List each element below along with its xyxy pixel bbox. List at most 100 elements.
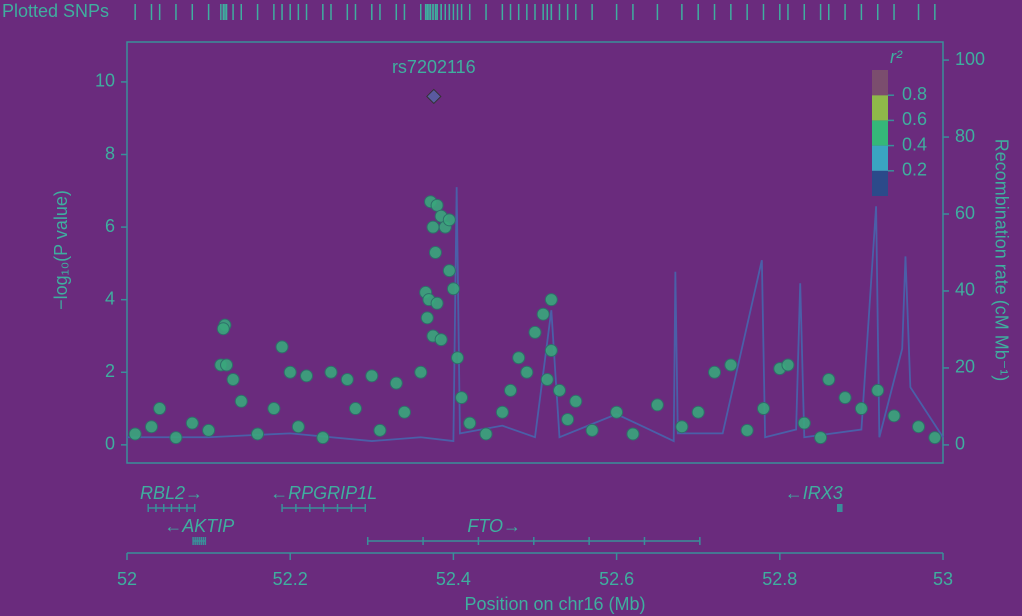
lead-snp (426, 88, 442, 105)
x-tick-label: 52.6 (599, 569, 634, 589)
snp-point (708, 365, 722, 379)
snp-point (226, 373, 240, 387)
colorbar-tick-label: 0.6 (902, 109, 927, 129)
plot-frame (126, 41, 944, 464)
snp-point (251, 427, 265, 441)
lead-snp-label: rs7202116 (392, 57, 476, 77)
snp-point (275, 340, 289, 354)
y-tick-label: 8 (105, 143, 115, 163)
y-tick-label: 0 (105, 434, 115, 454)
snp-point (428, 246, 442, 259)
snp-point (626, 427, 640, 441)
snp-point (414, 365, 428, 379)
snp-point (585, 423, 599, 437)
snp-point (463, 416, 477, 430)
colorbar-bin (872, 95, 888, 121)
snp-point (442, 264, 456, 278)
snp-point (373, 423, 387, 437)
snp-point (814, 431, 828, 445)
x-tick-label: 52 (117, 569, 137, 589)
snp-point (528, 325, 542, 339)
snp-point (520, 365, 534, 379)
snp-point (887, 409, 901, 423)
snp-point (928, 431, 942, 445)
snp-point (504, 383, 518, 397)
snp-point (426, 220, 440, 234)
snp-point (675, 420, 689, 434)
colorbar-tick-label: 0.8 (902, 84, 927, 104)
y2-tick-label: 100 (955, 49, 985, 69)
y2-tick-label: 20 (955, 357, 975, 377)
snp-point (434, 333, 448, 347)
snp-point (569, 394, 583, 408)
snp-point (495, 405, 509, 419)
snp-point (871, 383, 885, 397)
gene-label: ←IRX3 (785, 483, 843, 503)
snp-point (552, 383, 566, 397)
rug-label: Plotted SNPs (2, 1, 109, 21)
y2-tick-label: 80 (955, 126, 975, 146)
y-tick-label: 2 (105, 361, 115, 381)
snp-point (455, 391, 469, 405)
snp-point (740, 423, 754, 437)
snp-point (153, 402, 167, 416)
snp-point (365, 369, 379, 383)
snp-point (797, 416, 811, 430)
x-tick-label: 52.8 (762, 569, 797, 589)
colorbar-tick-label: 0.2 (902, 160, 927, 180)
snp-point (450, 351, 464, 365)
gene-label: FTO→ (467, 516, 521, 536)
snp-point (283, 365, 297, 379)
y2-tick-label: 0 (955, 434, 965, 454)
snp-point (446, 282, 460, 296)
gene-label: ←AKTIP (164, 516, 234, 536)
snp-point (316, 431, 330, 445)
snp-point (324, 365, 338, 379)
y-axis-label: −log₁₀(P value) (51, 190, 71, 310)
snp-point (397, 405, 411, 419)
snp-point (544, 293, 558, 307)
recombination-line (127, 187, 944, 443)
colorbar-bin (872, 170, 888, 196)
snp-point (300, 369, 314, 383)
y-tick-label: 4 (105, 288, 115, 308)
y2-tick-label: 40 (955, 280, 975, 300)
snp-point (234, 394, 248, 408)
snp-point (144, 420, 158, 434)
colorbar-bin (872, 120, 888, 146)
colorbar-tick-label: 0.4 (902, 134, 927, 154)
snp-point (540, 373, 554, 387)
snp-point (756, 402, 770, 416)
x-tick-label: 52.2 (273, 569, 308, 589)
snp-point (724, 358, 738, 372)
snp-point (340, 373, 354, 387)
snp-point (544, 343, 558, 357)
snp-point (854, 402, 868, 416)
gene-label: ←RPGRIP1L (270, 483, 377, 503)
snp-point (216, 322, 230, 336)
y-tick-label: 10 (95, 71, 115, 91)
snp-point (220, 358, 234, 372)
snp-point (912, 420, 926, 434)
x-axis-label: Position on chr16 (Mb) (464, 594, 645, 614)
snp-point (838, 391, 852, 405)
snp-point (691, 405, 705, 419)
snp-point (128, 427, 142, 441)
snp-point (267, 402, 281, 416)
snp-point (291, 420, 305, 434)
snp-point (512, 351, 526, 365)
y2-tick-label: 60 (955, 203, 975, 223)
snp-point (389, 376, 403, 390)
snp-point (442, 213, 456, 227)
snp-point (610, 405, 624, 419)
colorbar-bin (872, 145, 888, 171)
snp-point (169, 431, 183, 445)
snp-point (430, 296, 444, 310)
y-tick-label: 6 (105, 216, 115, 236)
gene-label: RBL2→ (140, 483, 203, 503)
snp-point (202, 423, 216, 437)
snp-point (781, 358, 795, 372)
x-tick-label: 52.4 (436, 569, 471, 589)
